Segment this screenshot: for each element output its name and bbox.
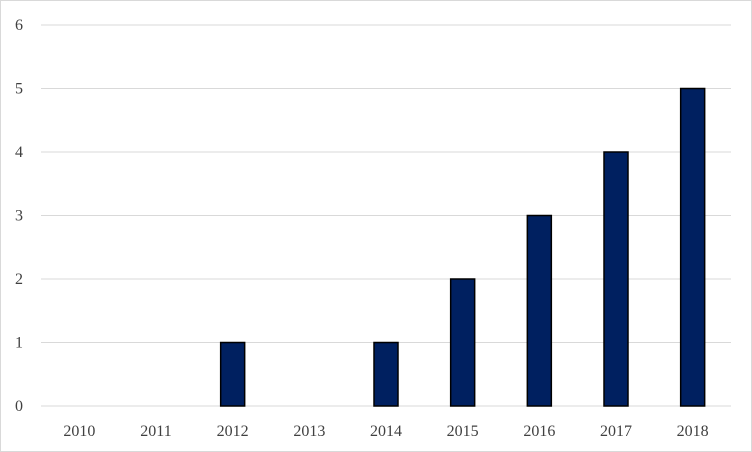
x-tick-label: 2018 <box>677 423 709 440</box>
x-tick-label: 2011 <box>140 423 171 440</box>
y-tick-label: 3 <box>15 208 23 225</box>
bar-2014 <box>373 341 399 407</box>
bar-2015 <box>449 278 476 407</box>
x-tick-label: 2017 <box>600 423 632 440</box>
y-tick-label: 0 <box>15 398 23 415</box>
x-tick-label: 2014 <box>370 423 402 440</box>
y-tick-label: 5 <box>15 81 23 98</box>
bar-2012 <box>219 341 246 407</box>
x-tick-label: 2016 <box>523 423 555 440</box>
bar-2017 <box>603 151 629 407</box>
x-tick-label: 2013 <box>293 423 325 440</box>
x-tick-label: 2015 <box>447 423 479 440</box>
y-tick-label: 6 <box>15 17 23 34</box>
y-tick-label: 4 <box>15 144 23 161</box>
bar-2016 <box>526 214 553 407</box>
y-tick-label: 1 <box>15 335 23 352</box>
x-tick-label: 2010 <box>63 423 95 440</box>
y-tick-label: 2 <box>15 271 23 288</box>
bar-2018 <box>679 87 706 407</box>
x-tick-label: 2012 <box>217 423 249 440</box>
